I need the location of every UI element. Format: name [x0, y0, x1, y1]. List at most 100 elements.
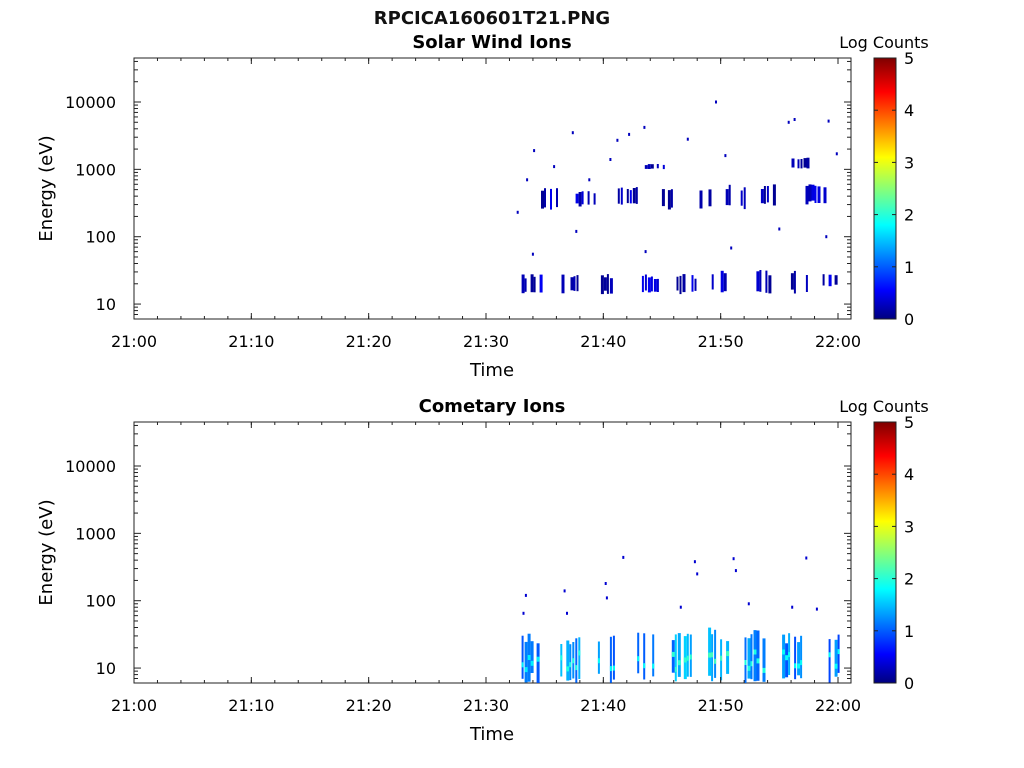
count-point: [815, 607, 818, 611]
burst-mark: [750, 661, 753, 667]
burst-mark: [817, 186, 821, 203]
burst-mark: [637, 632, 640, 674]
burst-mark: [679, 275, 682, 295]
colorbar: [873, 57, 897, 320]
burst-mark: [811, 184, 815, 201]
burst-mark: [708, 627, 712, 676]
y-tick-label: 10: [96, 659, 116, 678]
burst-mark: [600, 275, 604, 295]
burst-mark: [643, 633, 646, 680]
burst-mark: [726, 641, 730, 674]
burst-mark: [530, 660, 534, 666]
count-point: [616, 138, 619, 142]
burst-mark: [762, 638, 766, 682]
x-tick-label: 21:30: [463, 696, 509, 715]
burst-mark: [756, 630, 760, 681]
burst-mark: [620, 187, 623, 205]
burst-mark: [822, 274, 825, 286]
burst-mark: [587, 191, 590, 205]
burst-mark: [797, 642, 801, 676]
count-point: [622, 555, 625, 559]
colorbar-tick-label: 0: [904, 674, 914, 693]
burst-mark: [578, 637, 581, 679]
burst-mark: [766, 186, 769, 203]
count-point: [730, 246, 733, 250]
burst-mark: [652, 663, 655, 669]
burst-mark: [606, 274, 609, 294]
count-point: [563, 589, 566, 593]
burst-mark: [544, 188, 546, 208]
burst-mark: [626, 189, 629, 204]
colorbar: [873, 421, 897, 684]
burst-mark: [828, 652, 831, 658]
count-point: [732, 557, 735, 561]
burst-mark: [629, 190, 632, 204]
burst-mark: [575, 193, 579, 204]
burst-mark: [593, 193, 596, 205]
count-point: [516, 210, 519, 214]
count-point: [827, 119, 830, 123]
x-tick-label: 21:40: [580, 696, 626, 715]
y-tick-label: 100: [85, 592, 116, 611]
colorbar-tick-label: 4: [904, 101, 914, 120]
burst-mark: [686, 633, 689, 677]
panel-title: Cometary Ions: [419, 396, 566, 417]
burst-mark: [650, 164, 654, 169]
burst-mark: [743, 187, 746, 210]
burst-mark: [521, 274, 525, 294]
burst-mark: [662, 164, 665, 170]
count-point: [747, 602, 750, 606]
burst-mark: [760, 189, 764, 204]
burst-mark: [791, 158, 795, 168]
burst-mark: [530, 274, 534, 293]
burst-mark: [805, 185, 809, 205]
colorbar-tick-label: 1: [904, 622, 914, 641]
burst-mark: [597, 641, 600, 674]
count-point: [644, 250, 647, 254]
y-tick-label: 1000: [75, 524, 116, 543]
burst-mark: [686, 655, 689, 661]
burst-mark: [521, 662, 524, 668]
burst-mark: [539, 274, 543, 293]
burst-mark: [524, 641, 528, 683]
count-point: [791, 605, 794, 609]
burst-mark: [834, 639, 838, 677]
burst-mark: [667, 190, 671, 210]
burst-mark: [793, 270, 796, 294]
burst-mark: [527, 655, 531, 660]
count-point: [693, 560, 696, 564]
burst-mark: [637, 656, 640, 662]
count-point: [734, 569, 737, 573]
colorbar-tick-label: 4: [904, 465, 914, 484]
burst-mark: [674, 666, 677, 672]
x-tick-label: 21:30: [463, 332, 509, 351]
burst-mark: [647, 164, 651, 169]
burst-mark: [756, 271, 760, 292]
colorbar-label: Log Counts: [839, 397, 929, 416]
burst-mark: [806, 157, 810, 169]
burst-mark: [814, 185, 817, 203]
burst-mark: [670, 189, 673, 208]
burst-mark: [782, 649, 786, 655]
burst-mark: [750, 634, 753, 680]
y-tick-label: 10000: [65, 457, 116, 476]
x-tick-label: 21:10: [228, 696, 274, 715]
burst-mark: [671, 651, 675, 657]
burst-mark: [569, 662, 572, 668]
y-tick-label: 100: [85, 228, 116, 247]
count-point: [778, 227, 781, 231]
burst-mark: [800, 159, 803, 169]
burst-mark: [612, 635, 615, 680]
burst-mark: [556, 188, 558, 208]
burst-mark: [661, 189, 665, 207]
count-point: [605, 596, 608, 600]
x-tick-label: 21:50: [698, 332, 744, 351]
burst-mark: [536, 656, 540, 662]
burst-mark: [524, 278, 527, 292]
colorbar-tick-label: 5: [904, 413, 914, 432]
burst-mark: [691, 275, 694, 292]
burst-mark: [603, 277, 607, 291]
count-point: [715, 100, 717, 104]
burst-mark: [747, 665, 751, 671]
